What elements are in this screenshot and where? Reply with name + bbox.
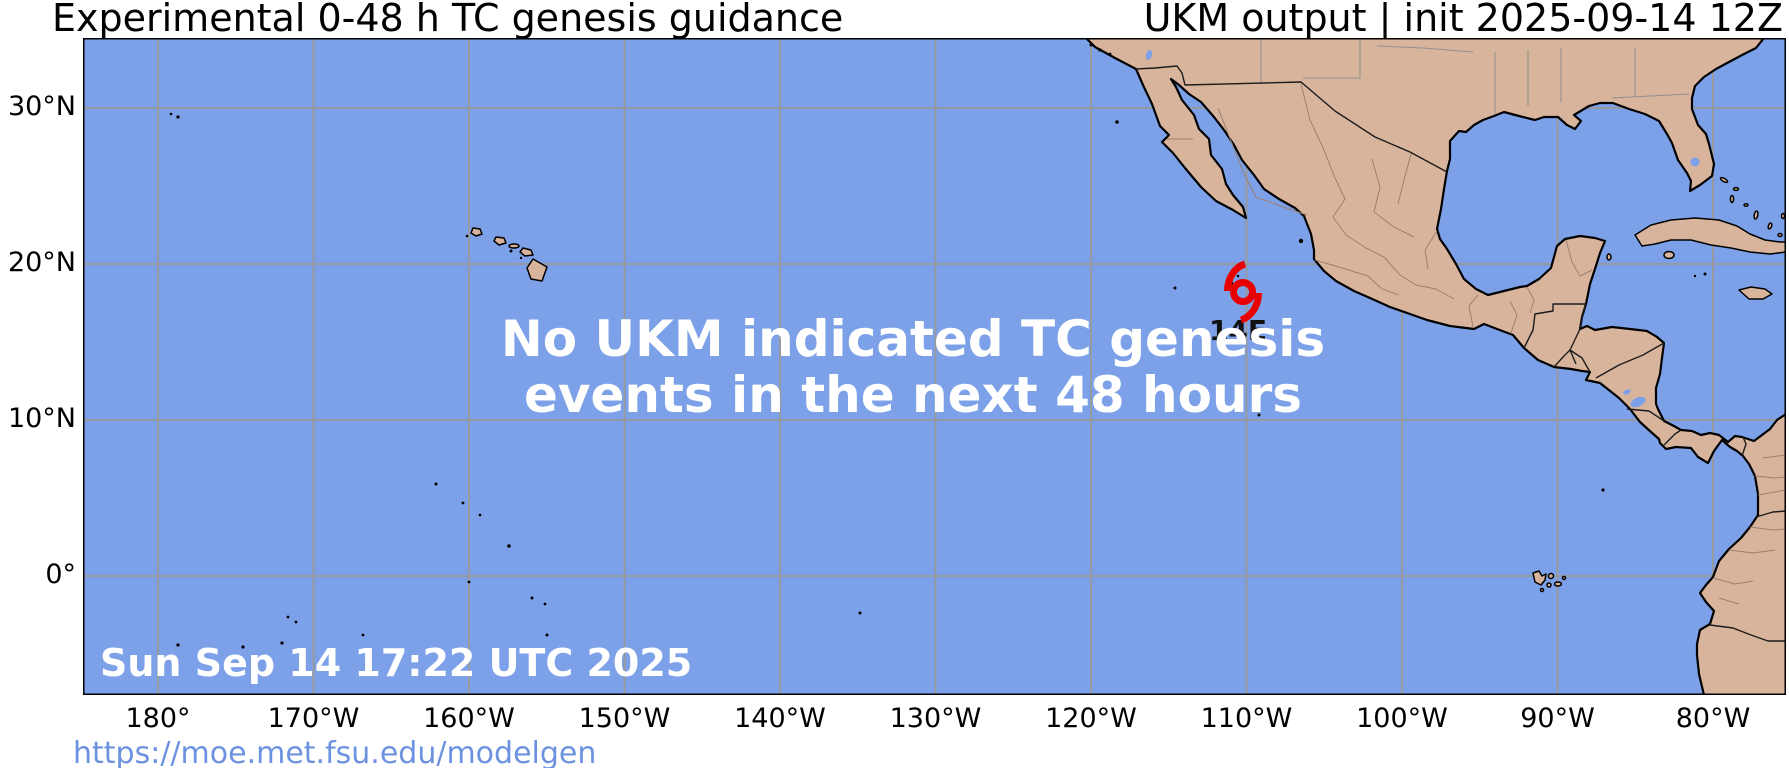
- hawaiian-islands: [465, 227, 548, 282]
- model-init-info: UKM output | init 2025-09-14 12Z: [1143, 0, 1783, 40]
- no-genesis-message-line2: events in the next 48 hours: [523, 366, 1303, 424]
- y-tick-label: 0°: [45, 559, 76, 590]
- country-borders: [1135, 65, 1786, 642]
- valid-timestamp: Sun Sep 14 17:22 UTC 2025: [100, 641, 693, 685]
- x-tick-label: 80°W: [1675, 703, 1751, 734]
- x-tick-label: 180°: [125, 703, 191, 734]
- cuba-island: [1634, 217, 1786, 255]
- x-tick-label: 150°W: [578, 703, 671, 734]
- x-tick-label: 170°W: [267, 703, 360, 734]
- x-tick-label: 120°W: [1045, 703, 1137, 734]
- storm-id-label: 14E: [1208, 314, 1268, 347]
- galapagos-islands: [1532, 570, 1567, 593]
- x-tick-label: 140°W: [734, 703, 826, 734]
- ocean: [83, 38, 1786, 695]
- jamaica-island: [1738, 286, 1773, 300]
- x-tick-label: 160°W: [423, 703, 515, 734]
- x-tick-label: 130°W: [889, 703, 982, 734]
- state-boundaries: [1167, 38, 1786, 605]
- no-genesis-message-line1: No UKM indicated TC genesis: [500, 310, 1326, 368]
- source-url-link[interactable]: https://moe.met.fsu.edu/modelgen: [73, 736, 597, 768]
- x-tick-label: 90°W: [1520, 703, 1595, 734]
- y-tick-label: 30°N: [7, 91, 76, 122]
- small-islands: [169, 43, 1707, 649]
- y-tick-label: 10°N: [7, 403, 76, 434]
- no-genesis-message: No UKM indicated TC genesis events in th…: [501, 311, 1325, 423]
- tropical-cyclone-icon: [1224, 260, 1262, 324]
- isle-of-youth: [1663, 250, 1675, 260]
- x-tick-label: 100°W: [1356, 703, 1448, 734]
- x-tick-label: 110°W: [1200, 703, 1293, 734]
- bahamas-islands: [1719, 176, 1786, 238]
- cozumel-island: [1606, 253, 1612, 261]
- page-title: Experimental 0-48 h TC genesis guidance: [52, 0, 844, 40]
- landmass: [465, 38, 1786, 695]
- y-tick-label: 20°N: [7, 247, 76, 278]
- basemap: [83, 38, 1786, 695]
- lakes: [1145, 50, 1700, 408]
- americas-mainland: [1084, 38, 1786, 695]
